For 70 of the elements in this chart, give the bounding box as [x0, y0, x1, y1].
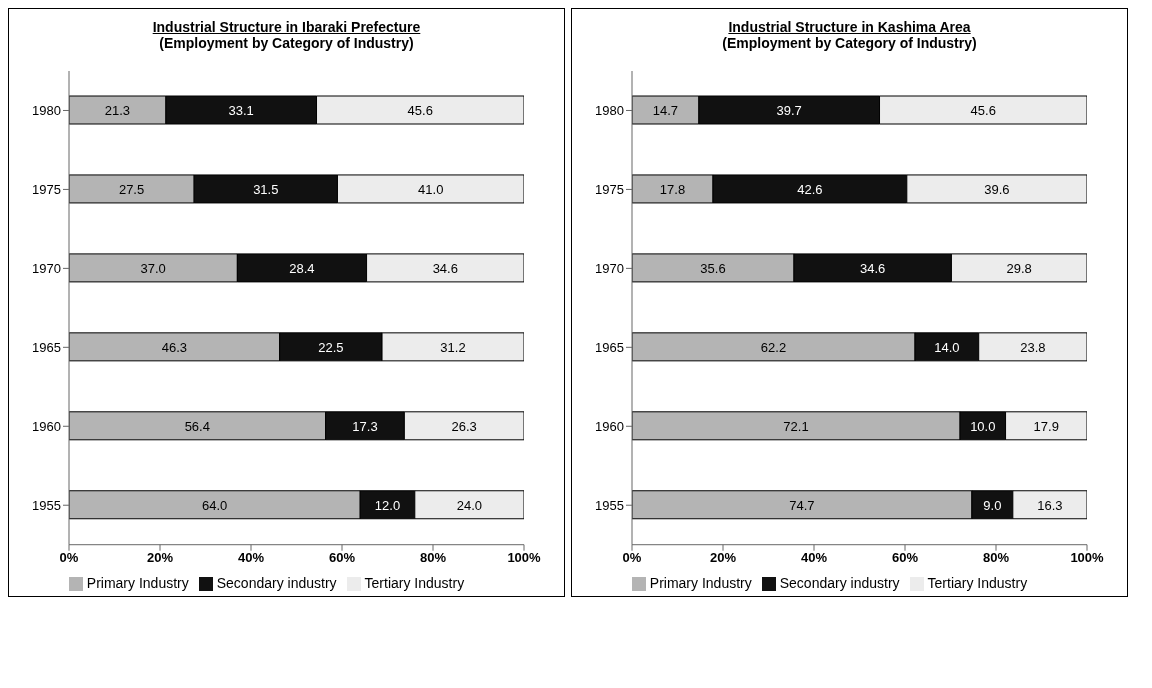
x-tick-label: 100%	[507, 549, 542, 565]
x-tick-label: 40%	[237, 549, 265, 565]
chart-subtitle: (Employment by Category of Industry)	[158, 35, 415, 51]
data-label: 28.4	[289, 260, 315, 276]
data-label: 24.0	[456, 497, 483, 513]
data-label: 42.6	[797, 181, 823, 197]
y-tick-label: 1975	[595, 182, 624, 198]
data-label: 14.7	[652, 103, 679, 118]
chart-title: Industrial Structure in Ibaraki Prefecture	[151, 19, 422, 35]
data-label: 17.9	[1033, 418, 1059, 434]
data-label: 31.5	[253, 181, 279, 197]
y-tick-label: 1980	[32, 103, 61, 119]
y-tick-label: 1960	[595, 418, 624, 434]
data-label: 72.1	[783, 418, 809, 434]
data-label: 56.4	[184, 418, 210, 434]
legend-label: Secondary industry	[216, 574, 337, 591]
legend-label: Tertiary Industry	[927, 574, 1028, 591]
data-label: 16.3	[1037, 497, 1063, 513]
y-tick-label: 1955	[595, 497, 624, 513]
data-label: 39.6	[984, 181, 1010, 197]
chart-subtitle: (Employment by Category of Industry)	[721, 35, 978, 51]
data-label: 74.7	[789, 497, 815, 513]
legend-label: Primary Industry	[649, 574, 752, 591]
data-label: 64.0	[201, 497, 228, 513]
x-tick-label: 20%	[709, 549, 737, 565]
data-label: 41.0	[418, 181, 444, 197]
data-label: 17.8	[659, 181, 686, 197]
data-label: 9.0	[983, 497, 1002, 513]
x-tick-label: 0%	[622, 549, 642, 565]
data-label: 37.0	[140, 260, 166, 276]
data-label: 10.0	[970, 418, 996, 434]
data-label: 45.6	[970, 103, 996, 118]
x-tick-label: 20%	[146, 549, 174, 565]
data-label: 34.6	[860, 260, 886, 276]
y-tick-label: 1960	[32, 418, 61, 434]
y-tick-label: 1965	[32, 339, 61, 355]
y-tick-label: 1970	[32, 260, 61, 276]
x-tick-label: 80%	[419, 549, 447, 565]
data-label: 62.2	[760, 339, 787, 355]
data-label: 46.3	[161, 339, 187, 355]
data-label: 31.2	[440, 339, 466, 355]
y-tick-label: 1970	[595, 260, 624, 276]
data-label: 33.1	[228, 103, 254, 118]
data-label: 26.3	[451, 418, 477, 434]
x-tick-label: 0%	[59, 549, 79, 565]
x-tick-label: 60%	[891, 549, 919, 565]
data-label: 21.3	[104, 103, 131, 118]
legend-label: Tertiary Industry	[364, 574, 465, 591]
data-label: 14.0	[934, 339, 960, 355]
legend-label: Secondary industry	[779, 574, 900, 591]
y-tick-label: 1965	[595, 339, 624, 355]
data-label: 34.6	[432, 260, 458, 276]
x-tick-label: 40%	[800, 549, 828, 565]
y-tick-label: 1955	[32, 497, 61, 513]
data-label: 27.5	[118, 181, 145, 197]
x-tick-label: 60%	[328, 549, 356, 565]
y-tick-label: 1975	[32, 182, 61, 198]
data-label: 23.8	[1020, 339, 1046, 355]
y-tick-label: 1980	[595, 103, 624, 119]
legend-label: Primary Industry	[86, 574, 189, 591]
data-label: 29.8	[1006, 260, 1032, 276]
data-label: 35.6	[700, 260, 726, 276]
data-label: 12.0	[374, 497, 401, 513]
data-label: 22.5	[318, 339, 344, 355]
x-tick-label: 80%	[982, 549, 1010, 565]
data-label: 17.3	[352, 418, 378, 434]
chart-title: Industrial Structure in Kashima Area	[727, 19, 972, 35]
x-tick-label: 100%	[1070, 549, 1105, 565]
data-label: 39.7	[776, 103, 802, 118]
data-label: 45.6	[407, 103, 433, 118]
